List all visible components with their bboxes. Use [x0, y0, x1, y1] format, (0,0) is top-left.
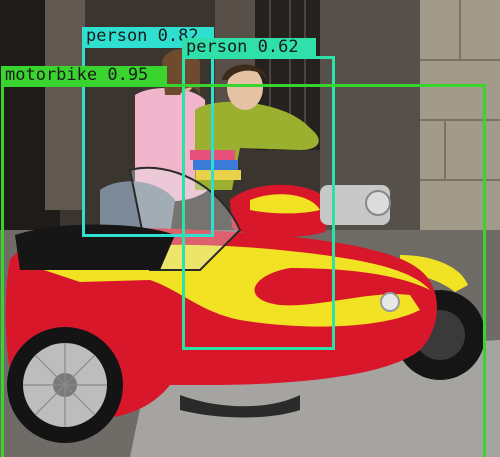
motorbike-detection-box [1, 84, 486, 457]
motorbike-detection-label: motorbike 0.95 [1, 66, 167, 86]
stone-column-left [45, 0, 85, 210]
sidecar-badge [380, 292, 400, 312]
person-right-head [227, 66, 263, 110]
exhaust-pipe [180, 395, 300, 418]
person-detection-label-1: person 0.82 [82, 27, 214, 47]
person-detection-label-2: person 0.62 [182, 38, 316, 58]
headlight [365, 190, 391, 216]
person-left-torso [135, 88, 208, 202]
rear-fender [400, 255, 468, 292]
